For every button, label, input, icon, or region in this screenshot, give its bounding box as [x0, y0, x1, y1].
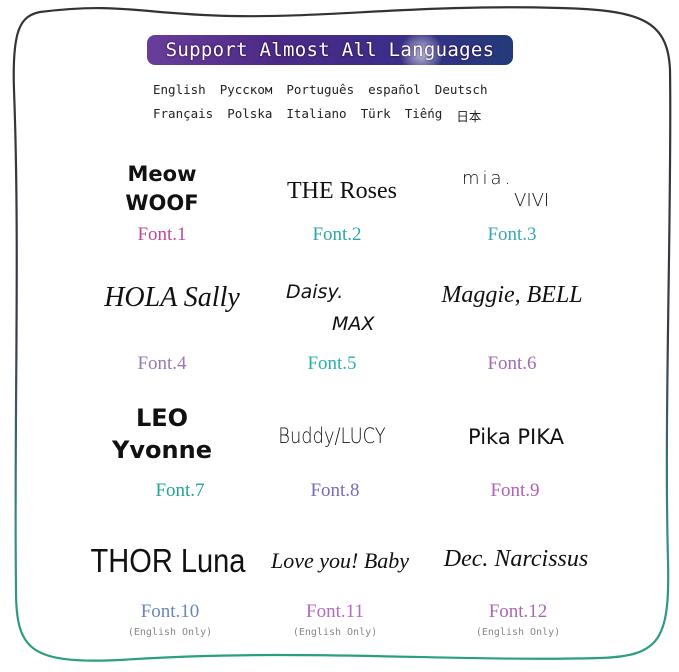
sample-line: Love you! Baby: [270, 548, 410, 573]
font-label-6: Font.6: [487, 353, 537, 374]
font-label-11: Font.11: [306, 601, 364, 622]
font-sample-3: mia. VIVI: [414, 168, 614, 212]
sample-line: Pika PIKA: [468, 425, 564, 449]
font-label-8: Font.8: [310, 480, 360, 501]
language-item: Tiếng: [404, 106, 443, 121]
sample-line: LEO: [135, 404, 189, 432]
language-item: 日本: [456, 109, 482, 124]
sample-line: mia.: [462, 168, 514, 189]
banner-title: Support Almost All Languages: [147, 35, 513, 65]
font-sample-8: Buddy/LUCY: [247, 424, 417, 448]
sample-line: Dec. Narcissus: [443, 546, 589, 572]
sample-line: Buddy/LUCY: [278, 424, 386, 448]
sample-line: THE Roses: [287, 178, 397, 204]
languages-row-2: Français Polska Italiano Türk Tiếng 日本: [153, 106, 513, 125]
languages-row-1: English Pусском Português español Deutsc…: [153, 82, 513, 97]
language-item: Italiano: [286, 106, 347, 121]
font-label-12: Font.12: [488, 601, 548, 622]
font-label-3: Font.3: [487, 224, 537, 245]
language-item: Português: [286, 82, 355, 97]
english-only-note: (English Only): [127, 627, 213, 638]
font-label-9: Font.9: [490, 480, 540, 501]
sample-line: HOLA Sally: [104, 282, 240, 313]
font-label-7: Font.7: [155, 480, 205, 501]
font-sample-2: THE Roses: [242, 178, 442, 205]
font-sample-12: Dec. Narcissus: [416, 546, 616, 573]
language-item: Türk: [360, 106, 391, 121]
font-label-2: Font.2: [312, 224, 362, 245]
font-sample-5: Daisy. MAX: [286, 276, 486, 340]
sample-line: Daisy.: [286, 281, 344, 303]
sample-line: Yvonne: [112, 436, 212, 464]
font-label-1: Font.1: [137, 224, 187, 245]
font-sample-1: Meow WOOF: [62, 160, 262, 218]
language-item: español: [368, 82, 421, 97]
font-label-5: Font.5: [307, 353, 357, 374]
font-sample-6: Maggie, BELL: [412, 282, 612, 309]
language-item: Deutsch: [434, 82, 488, 97]
font-sample-10: THOR Luna: [80, 542, 256, 580]
sample-line: WOOF: [125, 191, 199, 215]
language-item: English: [153, 82, 206, 97]
sample-line: VIVI: [514, 190, 550, 211]
font-sample-4: HOLA Sally: [72, 282, 272, 314]
font-label-10: Font.10: [140, 601, 200, 622]
language-item: Français: [153, 106, 214, 121]
language-item: Pусском: [219, 82, 273, 97]
sample-line: MAX: [332, 313, 375, 335]
english-only-note: (English Only): [475, 627, 561, 638]
sample-line: Meow: [127, 162, 197, 186]
sample-line: THOR Luna: [90, 542, 246, 579]
font-sample-9: Pika PIKA: [416, 425, 616, 449]
sample-line: Maggie, BELL: [441, 282, 583, 308]
font-label-4: Font.4: [137, 353, 187, 374]
language-item: Polska: [227, 106, 273, 121]
font-sample-7: LEO Yvonne: [62, 402, 262, 466]
english-only-note: (English Only): [292, 627, 378, 638]
font-sample-11: Love you! Baby: [240, 548, 440, 574]
